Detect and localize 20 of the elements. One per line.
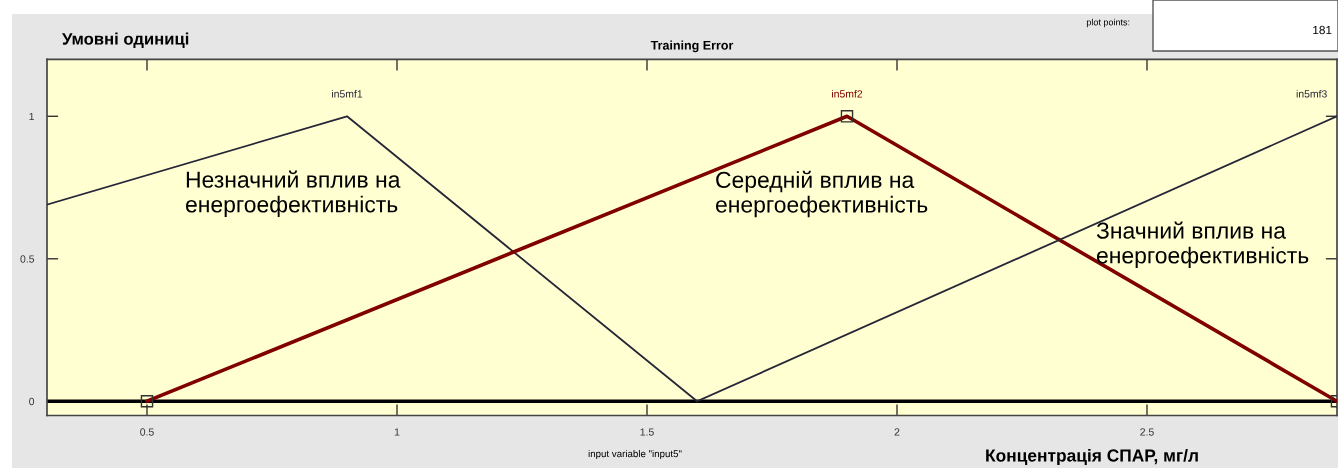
chart-title: Training Error [650,40,734,53]
y-axis-title: Умовні одиниці [62,32,189,48]
text: in5mf1 [332,89,363,98]
y-tick-label: 0.5 [20,255,35,263]
y-tick-label: 1 [29,112,34,121]
y-tick-label: 0 [29,397,35,406]
x-tick-label: 2.5 [1140,428,1154,436]
x-tick-label: 1 [394,428,400,436]
text: Концентрація СПАР, мг/л [986,448,1198,466]
x-tick-label: 1.5 [640,428,654,436]
text: in5mf3 [1296,89,1327,98]
x-tick-label: 2 [894,428,900,436]
annotation: Значний вплив на енергоефективність [1096,221,1309,269]
annotation: Незначний вплив на енергоефективність [185,170,401,218]
text: plot points: [1086,18,1130,28]
x-tick-label: 0.5 [140,428,154,436]
x-axis-title: input variable "input5" [588,450,682,460]
text: 181 [1313,25,1332,35]
annotation: Середній вплив на енергоефективність [715,170,928,218]
series-label: in5mf2 [832,89,863,98]
